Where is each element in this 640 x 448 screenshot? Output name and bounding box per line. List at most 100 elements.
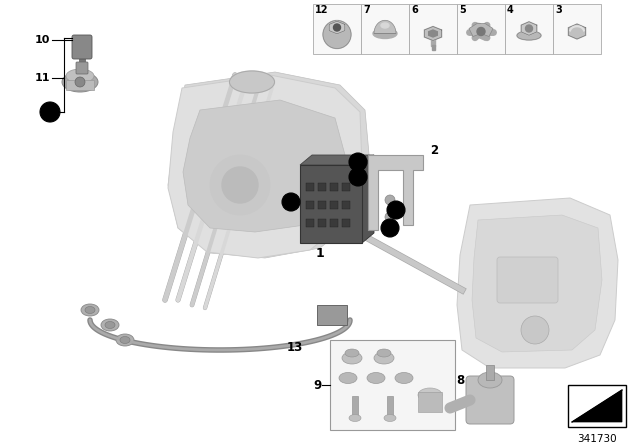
Circle shape	[323, 21, 351, 48]
Ellipse shape	[381, 23, 389, 28]
Bar	[300, 165, 362, 243]
Bar	[409, 4, 457, 54]
Bar	[361, 4, 409, 54]
Polygon shape	[300, 155, 374, 165]
Text: 4: 4	[393, 205, 399, 215]
Bar	[330, 183, 338, 191]
Ellipse shape	[66, 69, 94, 83]
Bar	[505, 4, 553, 54]
Text: 7: 7	[355, 172, 362, 182]
Ellipse shape	[85, 306, 95, 314]
Polygon shape	[362, 155, 374, 243]
Text: 12: 12	[44, 107, 56, 117]
Circle shape	[333, 24, 340, 31]
Polygon shape	[329, 21, 345, 34]
Ellipse shape	[384, 414, 396, 422]
Circle shape	[381, 219, 399, 237]
Circle shape	[387, 201, 405, 219]
FancyBboxPatch shape	[317, 305, 347, 325]
Text: 341730: 341730	[577, 434, 617, 444]
Ellipse shape	[377, 349, 391, 357]
Ellipse shape	[517, 31, 541, 40]
Bar	[318, 183, 326, 191]
Bar	[431, 44, 435, 49]
FancyBboxPatch shape	[497, 257, 558, 303]
Circle shape	[210, 155, 270, 215]
Text: 12: 12	[315, 5, 328, 15]
Ellipse shape	[120, 336, 130, 344]
Ellipse shape	[374, 352, 394, 364]
Text: 6: 6	[411, 5, 418, 15]
Polygon shape	[168, 75, 362, 258]
Polygon shape	[469, 23, 493, 36]
Bar	[418, 392, 442, 412]
Polygon shape	[521, 22, 537, 35]
Text: 6: 6	[355, 157, 362, 167]
Polygon shape	[424, 26, 442, 40]
Bar	[306, 183, 314, 191]
Text: 4: 4	[507, 5, 514, 15]
Ellipse shape	[339, 372, 357, 383]
Bar	[330, 340, 455, 430]
Ellipse shape	[342, 352, 362, 364]
Ellipse shape	[81, 304, 99, 316]
Text: 1: 1	[316, 246, 324, 259]
Circle shape	[222, 167, 258, 203]
Bar	[387, 396, 393, 418]
Circle shape	[385, 195, 395, 205]
Text: 5: 5	[387, 223, 394, 233]
Circle shape	[521, 316, 549, 344]
Ellipse shape	[395, 372, 413, 383]
Polygon shape	[457, 198, 618, 368]
Text: 13: 13	[287, 340, 303, 353]
Ellipse shape	[101, 319, 119, 331]
Bar	[431, 34, 435, 46]
Bar	[318, 219, 326, 227]
Bar	[313, 4, 361, 54]
Text: 5: 5	[459, 5, 466, 15]
Ellipse shape	[349, 414, 361, 422]
Circle shape	[349, 153, 367, 171]
Circle shape	[40, 102, 60, 122]
FancyBboxPatch shape	[76, 62, 88, 74]
Bar	[486, 365, 494, 380]
Text: 8: 8	[456, 374, 464, 387]
Circle shape	[349, 168, 367, 186]
Polygon shape	[472, 215, 602, 352]
Ellipse shape	[345, 349, 359, 357]
Circle shape	[477, 27, 485, 35]
Bar	[342, 219, 350, 227]
Bar	[342, 183, 350, 191]
Text: 7: 7	[363, 5, 370, 15]
Ellipse shape	[478, 372, 502, 388]
Polygon shape	[183, 100, 345, 232]
Ellipse shape	[105, 322, 115, 328]
Bar	[330, 201, 338, 209]
Circle shape	[525, 25, 532, 32]
Bar	[553, 4, 601, 54]
Bar	[457, 4, 505, 54]
Bar	[352, 396, 358, 418]
Bar	[568, 385, 626, 427]
Text: 9: 9	[314, 379, 322, 392]
Polygon shape	[374, 20, 396, 34]
Polygon shape	[429, 30, 437, 37]
Circle shape	[385, 212, 395, 222]
Bar	[306, 201, 314, 209]
Circle shape	[75, 77, 85, 87]
Ellipse shape	[418, 388, 442, 402]
FancyBboxPatch shape	[466, 376, 514, 424]
Bar	[330, 219, 338, 227]
Bar	[318, 201, 326, 209]
Polygon shape	[568, 24, 586, 39]
Text: 11: 11	[35, 73, 50, 83]
Ellipse shape	[230, 71, 275, 93]
Polygon shape	[168, 72, 370, 258]
Bar	[342, 201, 350, 209]
Text: 3: 3	[555, 5, 562, 15]
Text: 10: 10	[35, 35, 50, 45]
Polygon shape	[572, 390, 622, 422]
Ellipse shape	[373, 29, 397, 39]
Text: 2: 2	[430, 143, 438, 156]
Ellipse shape	[62, 72, 98, 92]
